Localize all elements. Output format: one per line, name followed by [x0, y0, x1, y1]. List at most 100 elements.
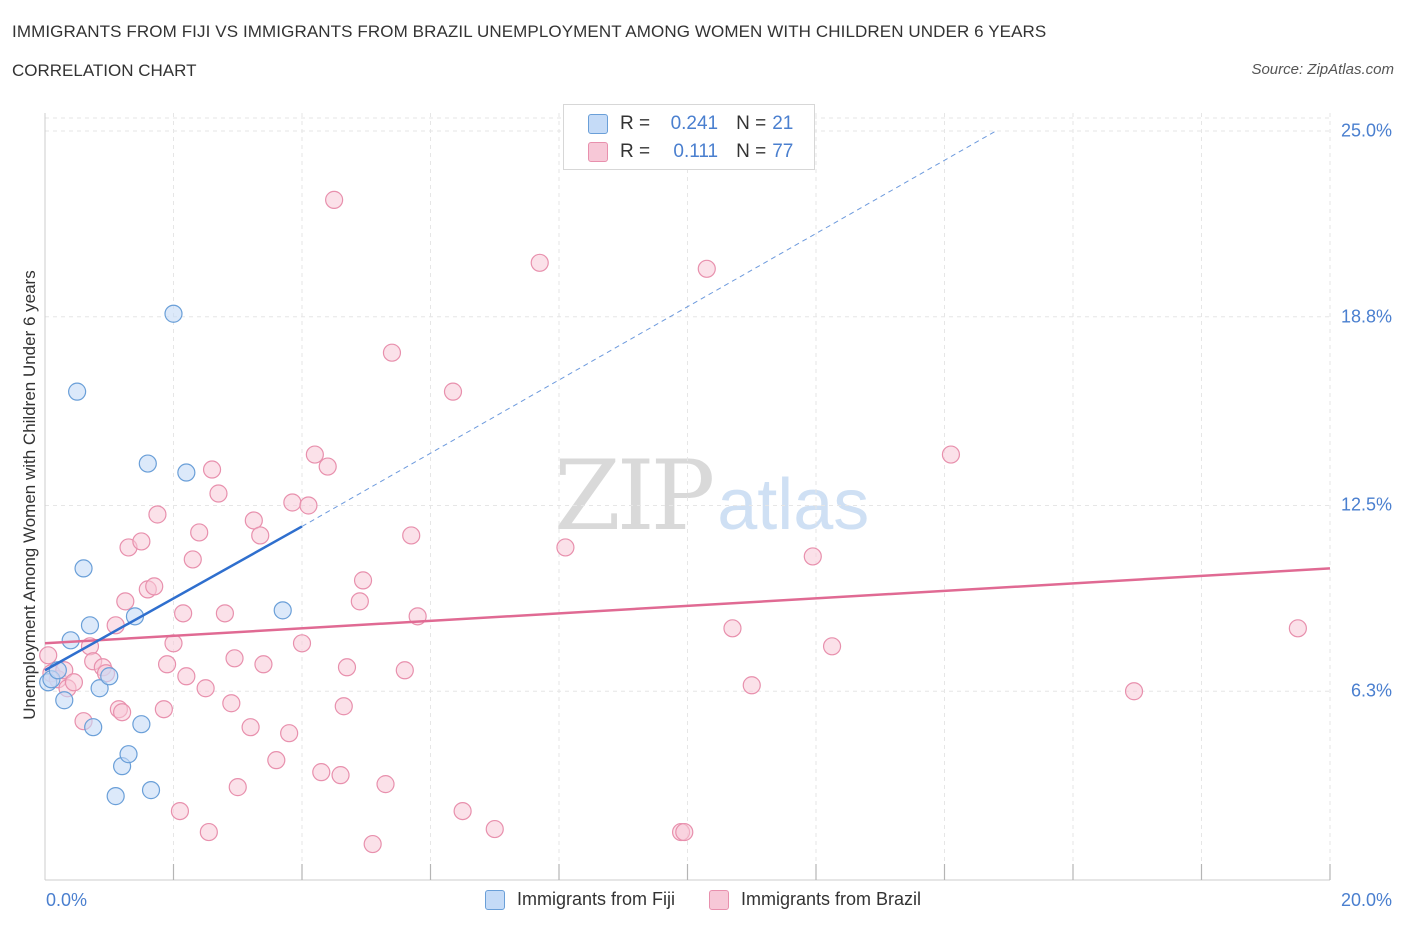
data-point-brazil [443, 382, 463, 401]
series-brazil-points [39, 190, 1307, 854]
data-point-brazil [292, 634, 312, 653]
data-point-brazil [174, 604, 193, 623]
legend-item-fiji[interactable]: Immigrants from Fiji [484, 889, 675, 910]
data-point-brazil [112, 703, 132, 722]
data-point-fiji [177, 463, 196, 482]
data-point-brazil [148, 505, 167, 524]
data-point-brazil [530, 253, 549, 272]
data-point-brazil [267, 751, 286, 770]
data-point-fiji [100, 667, 119, 686]
data-point-brazil [199, 822, 218, 842]
legend-r-value: 0.111 [673, 141, 719, 162]
data-point-brazil [299, 496, 318, 515]
trend-line-brazil [44, 567, 1331, 645]
data-point-brazil [318, 457, 337, 476]
data-point-brazil [64, 673, 84, 692]
legend-label-brazil: Immigrants from Brazil [740, 889, 922, 909]
legend-swatch-fiji [484, 889, 505, 910]
data-point-brazil [190, 523, 209, 542]
data-point-fiji [138, 454, 157, 473]
data-point-brazil [157, 655, 177, 674]
series-legend: Immigrants from Fiji Immigrants from Bra… [0, 889, 1406, 910]
data-point-brazil [331, 766, 350, 785]
data-point-brazil [280, 724, 299, 743]
legend-item-brazil[interactable]: Immigrants from Brazil [708, 889, 922, 910]
data-point-brazil [395, 661, 414, 680]
legend-n-label: N = [736, 113, 767, 134]
data-point-brazil [723, 619, 742, 638]
correlation-legend: R = 0.241 N = 21 R = 0.111 N = 77 [563, 104, 815, 170]
data-point-brazil [941, 445, 961, 464]
data-point-fiji [164, 304, 183, 323]
data-point-brazil [170, 801, 190, 821]
data-point-brazil [312, 763, 331, 782]
data-point-brazil [283, 493, 302, 512]
data-point-brazil [228, 778, 247, 797]
data-point-brazil [215, 604, 234, 623]
legend-swatch-brazil [588, 142, 608, 162]
data-point-fiji [68, 382, 87, 401]
data-point-brazil [363, 834, 382, 854]
data-point-brazil [39, 646, 58, 665]
data-point-brazil [1124, 682, 1144, 701]
legend-n-value: 21 [772, 113, 794, 134]
x-tick-label-max: 20.0% [1340, 890, 1392, 910]
legend-swatch-fiji [588, 114, 608, 134]
data-point-brazil [222, 694, 241, 713]
y-tick-label: 12.5% [1340, 494, 1392, 515]
data-point-fiji [106, 787, 125, 806]
page-title: IMMIGRANTS FROM FIJI VS IMMIGRANTS FROM … [12, 22, 1047, 41]
data-point-brazil [742, 676, 761, 695]
y-tick-label: 18.8% [1340, 306, 1392, 327]
data-point-brazil [225, 649, 244, 668]
data-point-brazil [1288, 619, 1307, 638]
data-point-brazil [453, 801, 472, 821]
data-point-brazil [244, 511, 263, 530]
data-point-brazil [822, 637, 842, 656]
data-point-fiji [273, 601, 292, 620]
trend-line-fiji [44, 525, 303, 672]
data-point-brazil [485, 819, 504, 839]
data-point-brazil [254, 655, 273, 674]
axes [44, 113, 1331, 881]
legend-n-value: 77 [772, 141, 794, 162]
data-point-brazil [116, 592, 135, 611]
data-point-fiji [141, 781, 161, 800]
data-point-brazil [803, 547, 822, 566]
data-point-fiji [119, 745, 138, 764]
legend-r-label: R = [620, 141, 651, 162]
y-axis-title: Unemployment Among Women with Children U… [20, 270, 39, 720]
data-point-brazil [337, 658, 357, 677]
series-fiji-points [39, 304, 292, 806]
data-point-brazil [325, 190, 344, 209]
data-point-brazil [241, 718, 260, 737]
watermark-zip: ZIP [554, 440, 715, 552]
data-point-brazil [145, 577, 164, 596]
legend-row-fiji: R = 0.241 N = 21 [588, 112, 804, 136]
page-subtitle: CORRELATION CHART [12, 61, 197, 80]
y-tick-label: 6.3% [1350, 680, 1392, 701]
y-tick-label: 25.0% [1340, 120, 1392, 141]
legend-swatch-brazil [708, 889, 729, 910]
data-point-brazil [353, 571, 373, 590]
legend-n-label: N = [736, 141, 767, 162]
data-point-fiji [90, 679, 109, 698]
data-point-brazil [350, 592, 369, 611]
legend-label-fiji: Immigrants from Fiji [516, 889, 675, 909]
legend-row-brazil: R = 0.111 N = 77 [588, 140, 804, 164]
data-point-brazil [697, 259, 716, 278]
data-point-brazil [183, 550, 202, 569]
data-point-fiji [80, 616, 100, 635]
data-point-fiji [55, 691, 74, 710]
data-point-brazil [402, 526, 421, 545]
data-point-brazil [334, 697, 353, 716]
data-point-brazil [202, 460, 222, 479]
data-point-brazil [177, 667, 196, 686]
source-label: Source: ZipAtlas.com [1251, 61, 1394, 78]
grid-lines [45, 113, 1331, 880]
data-point-brazil [154, 700, 173, 719]
data-point-brazil [251, 526, 270, 545]
trend-line-fiji-extrapolated [301, 130, 997, 527]
data-point-brazil [556, 538, 575, 557]
data-point-brazil [196, 679, 215, 698]
